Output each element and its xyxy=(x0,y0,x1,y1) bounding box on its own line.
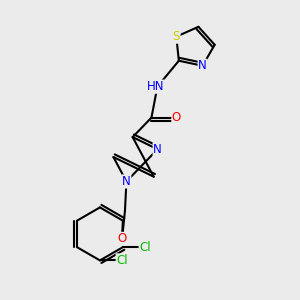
Text: HN: HN xyxy=(147,80,165,93)
Text: N: N xyxy=(153,143,162,156)
Text: Cl: Cl xyxy=(139,241,151,254)
Text: O: O xyxy=(117,232,127,245)
Text: Cl: Cl xyxy=(116,254,128,267)
Text: N: N xyxy=(198,59,207,72)
Text: S: S xyxy=(172,30,180,43)
Text: N: N xyxy=(122,175,131,188)
Text: O: O xyxy=(172,111,181,124)
